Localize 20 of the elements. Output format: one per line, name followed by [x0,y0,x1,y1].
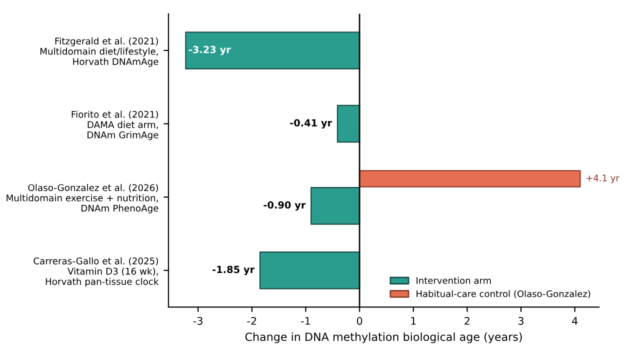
y-tick-label: Fitzgerald et al. (2021) Multidomain diet/lifestyle, Horvath DNAmAge [40,37,158,67]
x-tick-label: 0 [356,316,362,325]
data-label: -0.41 yr [290,119,332,128]
x-tick-label: -2 [247,316,256,325]
y-tick-label: Olaso-Gonzalez et al. (2026) Multidomain exercise + nutrition, DNAm PhenoAge [6,184,158,214]
x-tick-label: -1 [301,317,310,325]
data-label: +4.1 yr [586,174,620,184]
data-label: -0.90 yr [264,201,306,211]
x-tick-label: 4 [572,317,578,325]
y-tick-label: Fiorito et al. (2021) DAMA diet arm, DNAm GrimAge [72,110,158,140]
x-tick-label: 1 [411,317,416,325]
data-label: -3.23 yr [188,46,231,56]
y-tick-label: Carreras-Gallo et al. (2025) Vitamin D3 (16 wk), Horvath pan-tissue clock [34,257,159,287]
legend-label: Intervention arm [416,276,491,284]
x-tick-label: -3 [193,316,202,325]
legend-label: Habitual-care control (Olaso-Gonzalez) [416,290,590,298]
x-tick-label: 3 [518,316,524,325]
x-tick-label: 2 [464,316,470,325]
x-axis-title: Change in DNA methylation biological age (years) [245,332,522,344]
data-label: -1.85 yr [212,266,255,276]
